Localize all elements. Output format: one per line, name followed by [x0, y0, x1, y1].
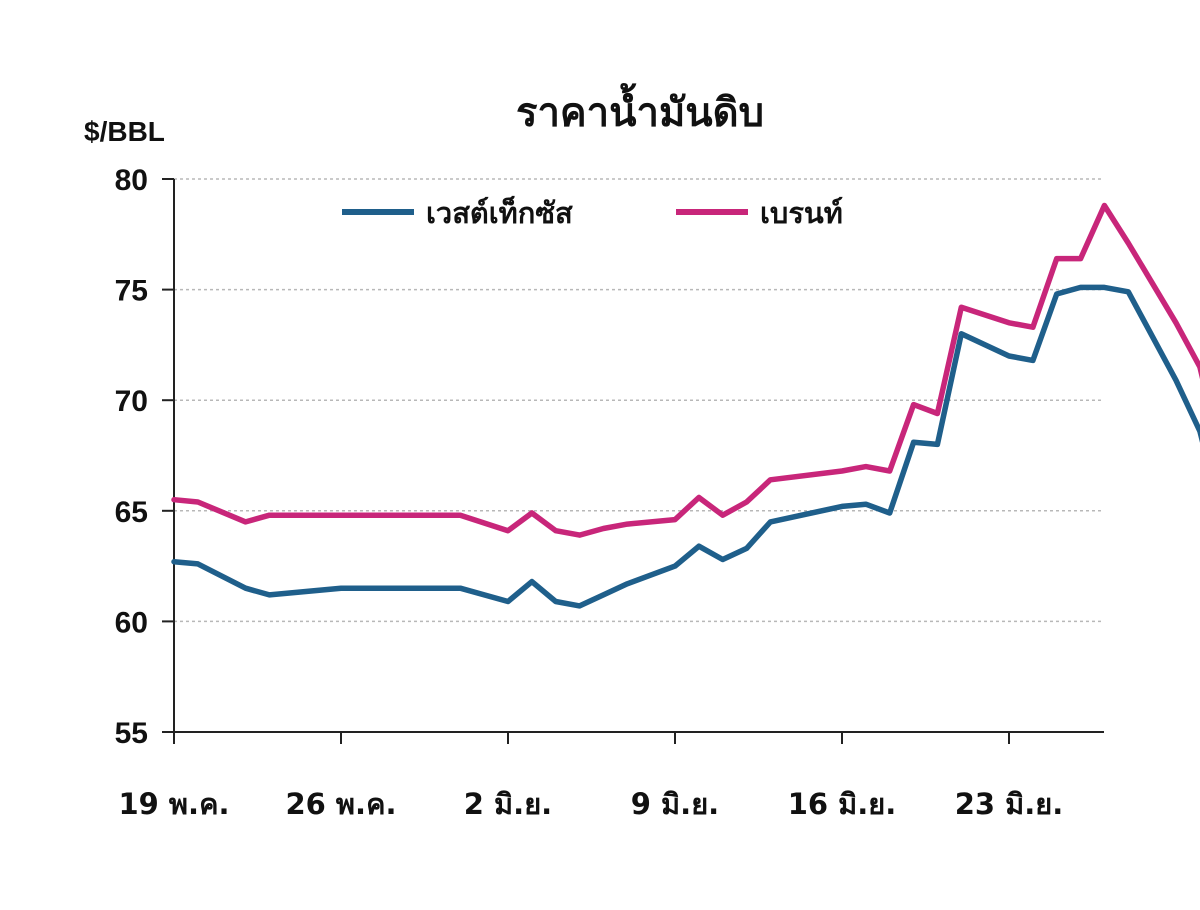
y-tick-label: 80	[115, 164, 148, 197]
y-axis-unit-label: $/BBL	[84, 116, 165, 147]
x-tick-label: 26 พ.ค.	[285, 787, 396, 821]
x-tick-label: 19 พ.ค.	[118, 787, 229, 821]
x-tick-label: 9 มิ.ย.	[631, 787, 719, 821]
y-tick-label: 70	[115, 385, 148, 418]
y-tick-label: 55	[115, 717, 148, 750]
legend-label: เบรนท์	[760, 196, 843, 230]
x-tick-label: 2 มิ.ย.	[464, 787, 552, 821]
series-line-wti	[171, 284, 1200, 609]
y-tick-label: 60	[115, 606, 148, 639]
chart-title: ราคาน้ำมันดิบ	[515, 90, 765, 136]
y-tick-label: 65	[115, 496, 148, 529]
y-tick-label: 75	[115, 275, 148, 308]
x-tick-label: 23 มิ.ย.	[955, 787, 1064, 821]
series-line-brent	[171, 202, 1200, 538]
legend-label: เวสต์เท็กซัส	[426, 195, 573, 230]
x-tick-label: 16 มิ.ย.	[788, 787, 897, 821]
